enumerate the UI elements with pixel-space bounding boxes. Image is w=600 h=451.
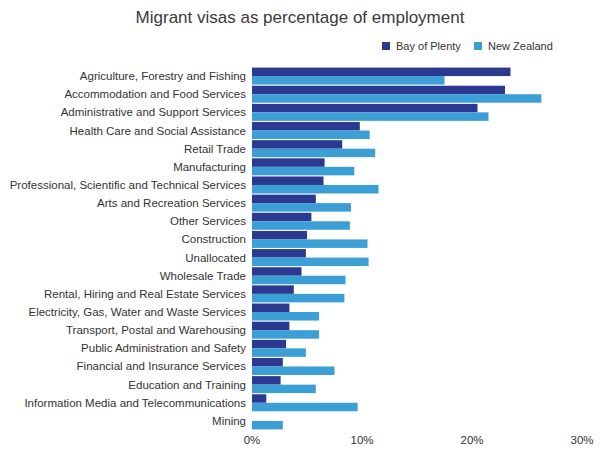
category-label: Construction [181,233,246,245]
category-label: Retail Trade [184,143,246,155]
bar [252,304,289,313]
bar [252,203,351,212]
bar [252,86,505,95]
category-label: Agriculture, Forestry and Fishing [80,70,246,82]
bar [252,185,379,194]
bar [252,322,289,331]
bar [252,366,335,375]
bar [252,158,325,167]
category-label: Professional, Scientific and Technical S… [10,179,247,191]
bar [252,312,319,321]
category-label: Arts and Recreation Services [97,197,246,209]
bar [252,258,369,267]
bar [252,76,445,85]
bar [252,104,478,113]
legend-swatch [474,42,482,50]
bar [252,131,370,140]
bar [252,112,489,121]
bar [252,94,541,103]
bar [252,176,324,185]
chart-title: Migrant visas as percentage of employmen… [136,8,465,27]
legend-label: Bay of Plenty [396,40,461,52]
chart-container: Migrant visas as percentage of employmen… [0,0,600,451]
category-label: Financial and Insurance Services [77,360,247,372]
bar [252,294,344,303]
bar [252,140,342,149]
bar [252,231,307,240]
bar [252,122,360,130]
chart-svg: Migrant visas as percentage of employmen… [0,0,600,451]
bar [252,421,283,430]
category-label: Health Care and Social Assistance [70,125,246,137]
bar [252,376,281,385]
bar [252,167,354,176]
bar [252,195,316,204]
category-label: Public Administration and Safety [81,342,246,354]
bar [252,348,306,357]
bar [252,149,375,158]
category-label: Information Media and Telecommunications [24,397,246,409]
legend-label: New Zealand [488,40,553,52]
category-label: Education and Training [128,379,246,391]
bar [252,358,283,367]
tick-label: 20% [460,434,483,446]
bar [252,239,368,248]
category-label: Administrative and Support Services [61,106,247,118]
tick-label: 10% [350,434,373,446]
bar [252,68,511,77]
legend-swatch [382,42,390,50]
category-label: Wholesale Trade [160,270,246,282]
category-label: Mining [212,415,246,427]
category-label: Accommodation and Food Services [64,88,246,100]
bar [252,330,319,339]
bar [252,221,350,230]
bar [252,385,316,394]
tick-label: 30% [570,434,593,446]
category-label: Other Services [170,215,246,227]
bar [252,412,253,421]
bar [252,276,346,285]
bar [252,285,294,294]
bars [252,68,541,430]
category-label: Manufacturing [173,161,246,173]
category-label: Electricity, Gas, Water and Waste Servic… [29,306,247,318]
bar [252,340,286,349]
category-label: Transport, Postal and Warehousing [66,324,246,336]
category-label: Unallocated [185,252,246,264]
tick-label: 0% [244,434,261,446]
category-label: Rental, Hiring and Real Estate Services [44,288,246,300]
bar [252,403,358,412]
bar [252,249,306,258]
bar [252,394,266,403]
bar [252,267,302,276]
bar [252,213,311,222]
